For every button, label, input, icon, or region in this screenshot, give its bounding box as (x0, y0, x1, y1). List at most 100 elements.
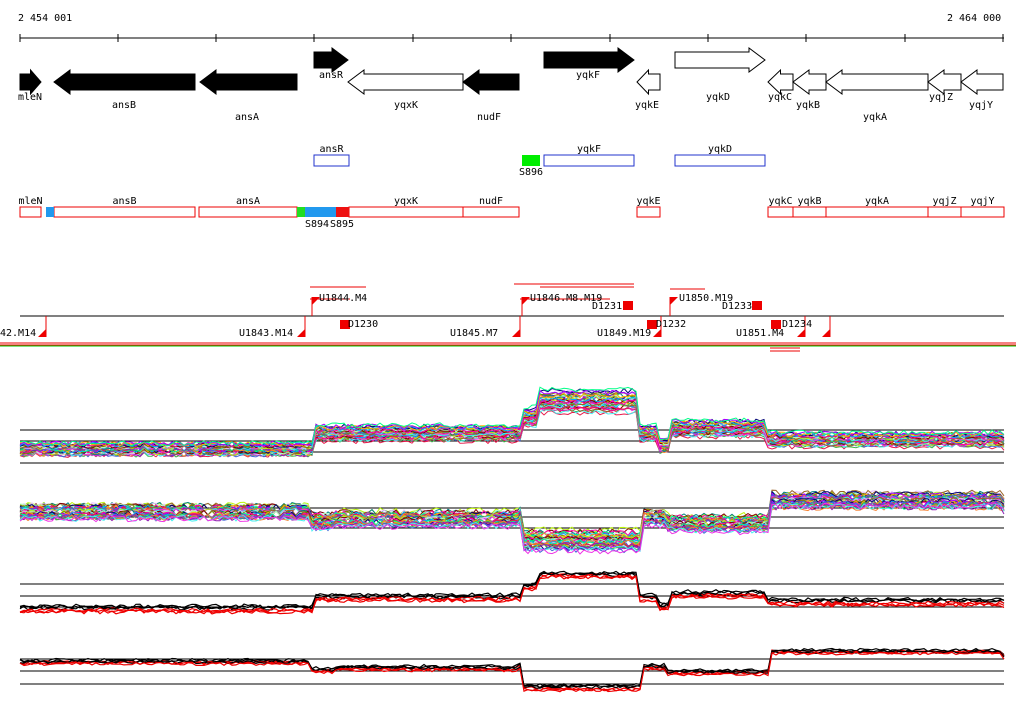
upper-label-3: U1850.M19 (679, 293, 733, 304)
red-box-ansA (198, 206, 298, 218)
down-flag-0 (38, 329, 46, 337)
red-box-label-mleN: mleN (18, 196, 42, 207)
upper-label-4: D1233 (722, 301, 752, 312)
blue-box-label-yqkD: yqkD (708, 144, 732, 155)
red-box-yqxK (348, 206, 464, 218)
lower-label-3: U1849.M19 (597, 328, 651, 339)
down-flag-1 (297, 329, 305, 337)
blue-box-label-yqkF: yqkF (577, 144, 601, 155)
blue-box-ansR (313, 154, 350, 167)
gene-label-mleN: mleN (18, 92, 42, 103)
red-box-label-yqjZ: yqjZ (932, 196, 956, 207)
track4-black-2 (19, 649, 1005, 690)
gene-arrow-yqkA (825, 69, 929, 95)
blue-box-yqkD (674, 154, 766, 167)
gene-arrow-yqjZ (927, 69, 962, 95)
gene-label-yqkE: yqkE (635, 100, 659, 111)
red-box-yqkB (792, 206, 827, 218)
gene-arrow-ansR (313, 47, 349, 73)
gene-arrow-yqxK (347, 69, 464, 95)
track2-line-39 (19, 502, 1005, 555)
upper-label-6: D1232 (656, 319, 686, 330)
red-box-label-ansA: ansA (236, 196, 260, 207)
gene-arrow-yqkD (674, 47, 766, 73)
red-box-label-yqkC: yqkC (768, 196, 792, 207)
red-square-4 (771, 320, 781, 329)
down-flag-2 (512, 329, 520, 337)
upper-label-0: U1844.M4 (319, 293, 367, 304)
segment-green-small (297, 207, 305, 217)
segment-label-S895: S895 (330, 219, 354, 230)
red-box-label-yqjY: yqjY (970, 196, 994, 207)
gene-label-ansR: ansR (319, 70, 344, 81)
gene-arrow-yqkC (767, 68, 794, 96)
upper-label-7: D1234 (782, 319, 812, 330)
gene-label-yqjZ: yqjZ (929, 92, 953, 103)
track2-line-27 (19, 498, 1005, 551)
gene-label-yqkD: yqkD (706, 92, 730, 103)
red-square-1 (623, 301, 633, 310)
red-box-mleN (19, 206, 42, 218)
track4-black-1 (19, 648, 1005, 689)
flag-2 (670, 297, 678, 305)
gene-arrow-nudF (462, 69, 520, 95)
blue-box-yqkF (543, 154, 635, 167)
track3-black-1 (19, 571, 1005, 610)
segment-blue-wide (305, 207, 336, 217)
upper-label-5: D1230 (348, 319, 378, 330)
red-box-label-nudF: nudF (479, 196, 503, 207)
gene-arrow-mleN (19, 68, 42, 96)
segment-red-small (336, 207, 349, 217)
gene-arrow-yqkF (543, 47, 635, 73)
gene-label-yqjY: yqjY (969, 100, 993, 111)
red-box-label-yqkE: yqkE (636, 196, 660, 207)
red-box-yqjZ (927, 206, 962, 218)
down-flag-5 (822, 329, 830, 337)
red-box-yqjY (960, 206, 1005, 218)
down-flag-4 (797, 329, 805, 337)
track4-red-2 (19, 651, 1005, 693)
red-square-3 (647, 320, 657, 329)
gene-arrow-ansA (199, 69, 298, 95)
gene-label-yqkA: yqkA (863, 112, 887, 123)
red-square-0 (340, 320, 350, 329)
lower-label-2: U1845.M7 (450, 328, 498, 339)
gene-label-yqkF: yqkF (576, 70, 600, 81)
red-box-label-yqkA: yqkA (865, 196, 889, 207)
red-box-yqkE (636, 206, 661, 218)
gene-arrow-ansB (53, 69, 196, 95)
lower-label-0: 42.M14 (0, 328, 36, 339)
segment-blue-small (46, 207, 54, 217)
segment-label-S894: S894 (305, 219, 329, 230)
coord-end: 2 464 000 (947, 13, 1002, 24)
red-box-ansB (53, 206, 196, 218)
track4-red-1 (19, 650, 1005, 692)
red-box-yqkC (767, 206, 794, 218)
gene-arrow-yqjY (960, 69, 1004, 95)
gene-label-ansA: ansA (235, 112, 259, 123)
gene-label-yqkC: yqkC (768, 92, 792, 103)
red-box-label-ansB: ansB (112, 196, 136, 207)
flag-0 (312, 297, 320, 305)
down-flag-3 (653, 329, 661, 337)
red-box-nudF (462, 206, 520, 218)
lower-label-1: U1843.M14 (239, 328, 293, 339)
track3-black-2 (19, 570, 1005, 609)
upper-label-2: D1231 (592, 301, 622, 312)
segment-S896-box (522, 155, 540, 166)
gene-arrow-yqkE (636, 68, 661, 96)
track1-line-39 (19, 386, 1005, 447)
red-box-yqkA (825, 206, 929, 218)
red-box-label-yqkB: yqkB (797, 196, 821, 207)
upper-label-1: U1846.M8.M19 (530, 293, 602, 304)
gene-arrow-yqkB (792, 69, 827, 95)
blue-box-label-ansR: ansR (319, 144, 344, 155)
gene-label-nudF: nudF (477, 112, 501, 123)
flag-1 (522, 297, 530, 305)
gene-label-ansB: ansB (112, 100, 136, 111)
red-box-label-yqxK: yqxK (394, 196, 418, 207)
lower-label-4: U1851.M4 (736, 328, 784, 339)
segment-label-S896: S896 (519, 167, 543, 178)
